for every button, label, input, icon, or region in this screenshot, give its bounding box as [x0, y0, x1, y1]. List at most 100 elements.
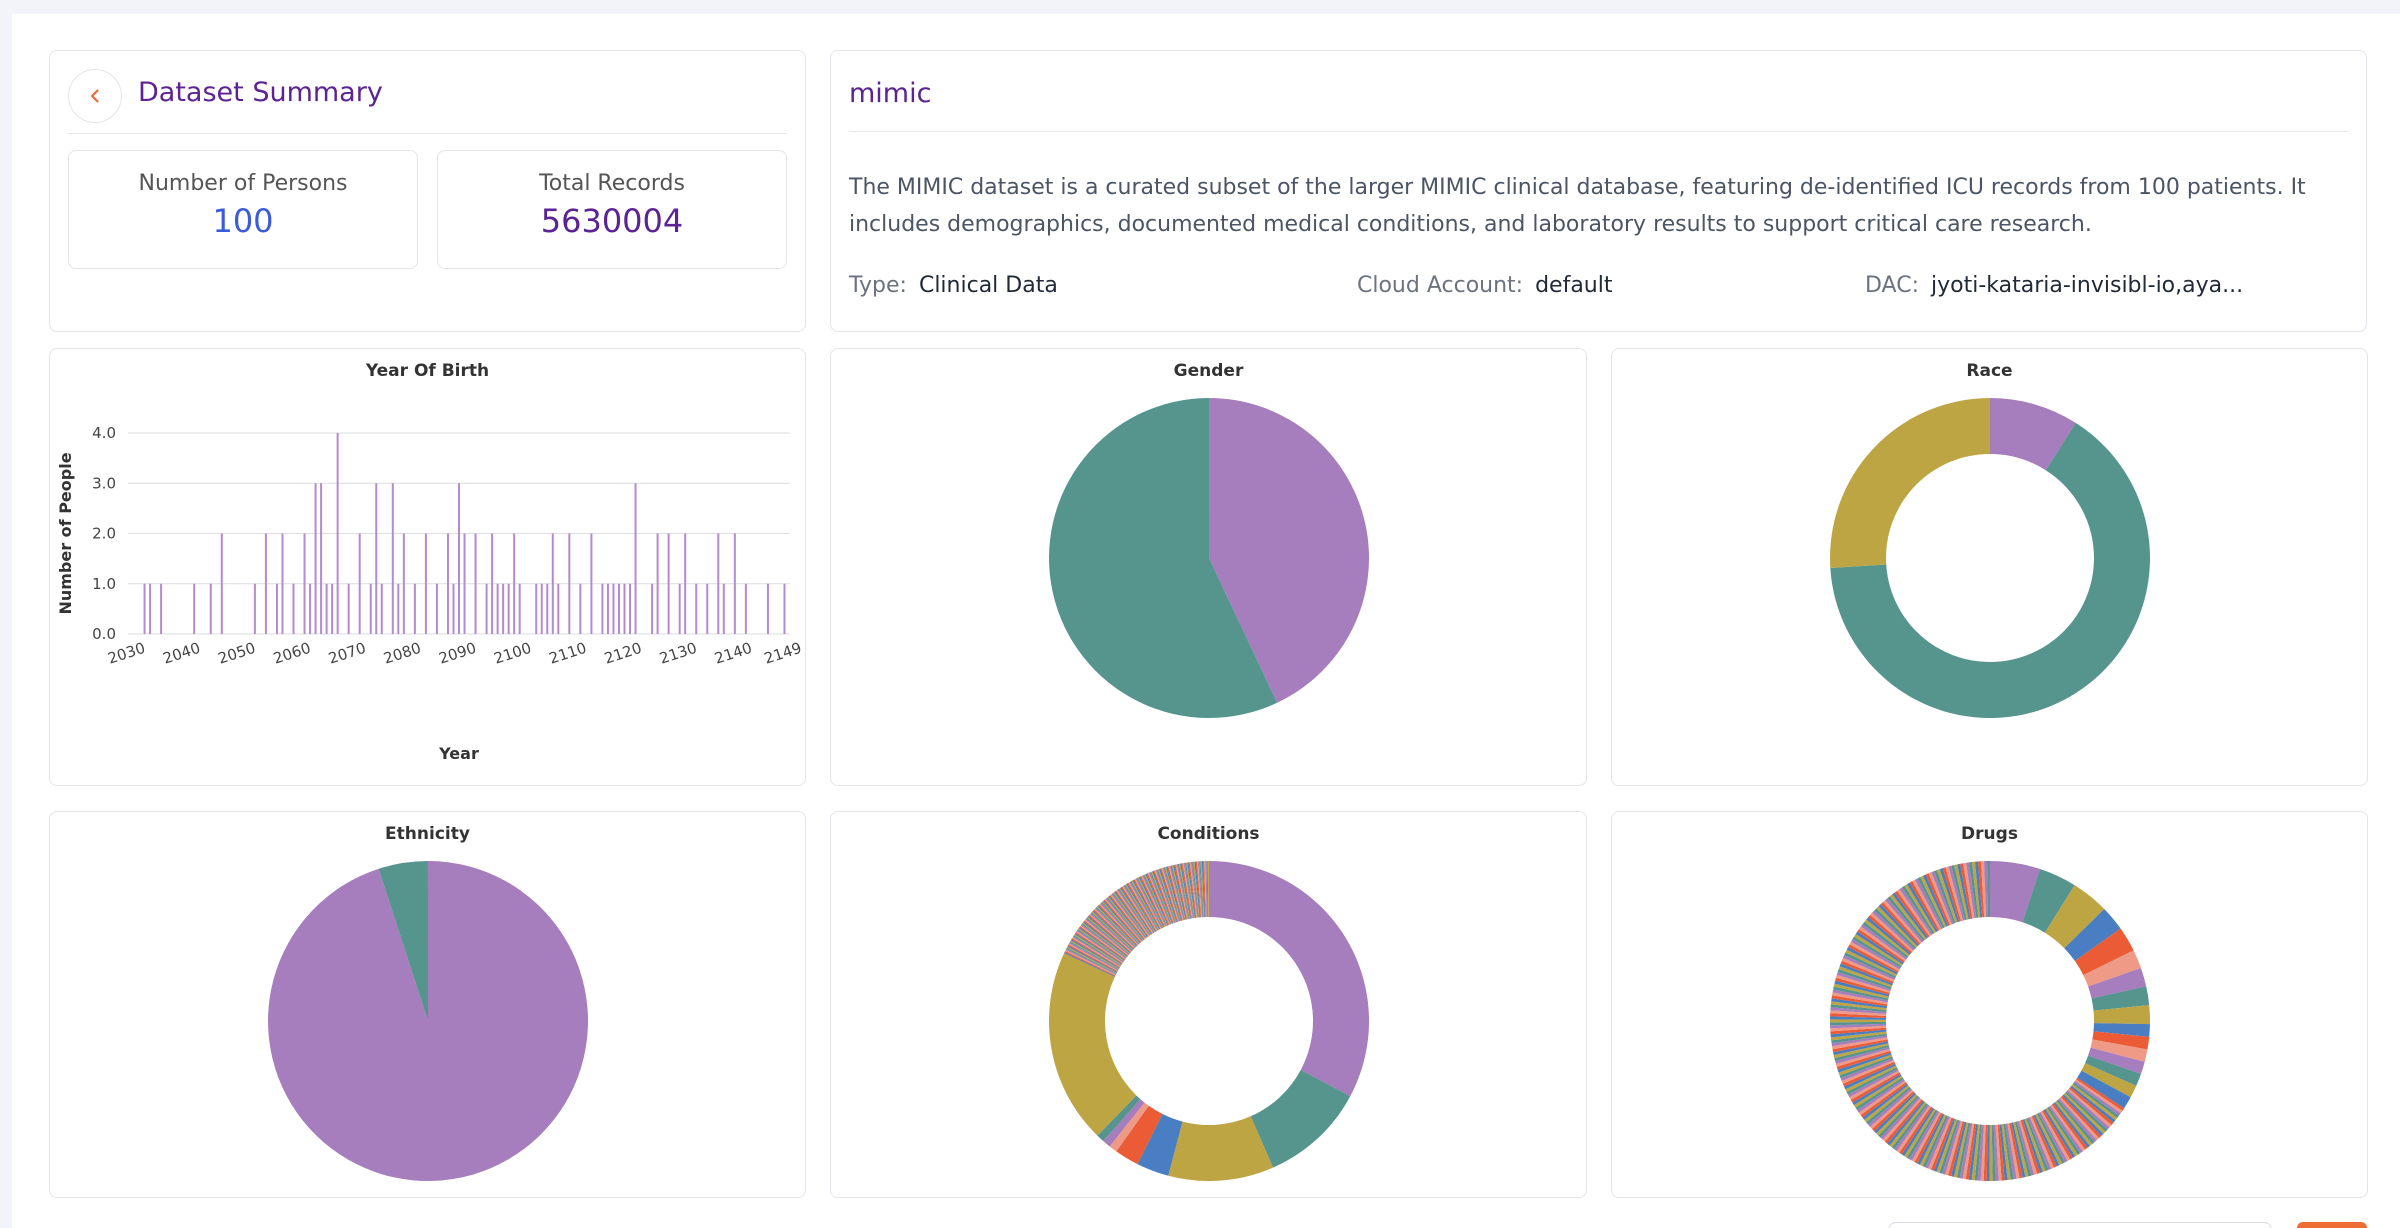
pie-slice: [1168, 1116, 1274, 1181]
pie-slice: [1850, 1072, 1901, 1103]
pie-slice: [1882, 900, 1922, 944]
pie-chart-svg: [268, 861, 588, 1181]
pie-slice: [1859, 926, 1907, 962]
pie-slice: [1116, 1105, 1163, 1165]
pie-slice: [1160, 868, 1179, 922]
pie-slice: [1143, 874, 1168, 927]
pie-slice: [2065, 1091, 2108, 1132]
pie-slice: [1206, 861, 1209, 918]
pie-slice: [1864, 1085, 1910, 1123]
pie-slice: [1854, 934, 1903, 967]
pie-slice: [1894, 890, 1930, 938]
pie-slice: [2053, 1102, 2090, 1148]
bar: [331, 583, 334, 634]
pie-slice: [1870, 912, 1914, 953]
bar: [253, 583, 256, 634]
pie-slice: [1123, 885, 1154, 934]
pie-slice: [2022, 1119, 2043, 1174]
pie-slice: [1118, 888, 1151, 936]
pie-slice: [2026, 1117, 2049, 1172]
pie-slice: [1072, 937, 1121, 968]
persons-stat-value: 100: [212, 202, 274, 240]
bar: [766, 583, 769, 634]
pie-slice: [1869, 1089, 1914, 1130]
pie-slice: [1852, 1073, 1902, 1106]
pie-slice: [1914, 1112, 1943, 1164]
dataset-cloud-account: Cloud Account: default: [1357, 273, 1613, 298]
bar: [413, 583, 416, 634]
bar: [623, 583, 626, 634]
pie-slice: [1889, 1101, 1927, 1148]
pie-slice: [1844, 952, 1897, 979]
pie-slice: [1089, 914, 1132, 953]
pie-slice: [1201, 861, 1206, 918]
bar-chart-svg: 0.0 1.0 2.0 3.0 4.0 2030 2040 2050 2060 2070 2080 2…: [56, 424, 804, 763]
pie-slice: [1990, 861, 2041, 923]
pie-slice: [1942, 1120, 1961, 1175]
pie-slice: [1936, 869, 1958, 923]
pie-slice: [2074, 928, 2134, 976]
pie-slice: [1991, 1124, 1996, 1181]
pie-slice: [1067, 944, 1118, 972]
bar: [551, 533, 554, 634]
pie-slice: [1839, 1056, 1893, 1079]
action-button[interactable]: [2297, 1222, 2367, 1228]
drugs-chart: Drugs: [1611, 811, 2368, 1198]
pie-slice: [1193, 861, 1200, 918]
pie-slice: [1187, 862, 1196, 918]
ethnicity-chart: Ethnicity: [49, 811, 806, 1198]
pie-slice: [2081, 1063, 2137, 1098]
pie-slice: [1894, 1104, 1930, 1151]
persons-stat: Number of Persons 100: [68, 150, 418, 269]
pie-slice: [1977, 861, 1985, 918]
pie-slice: [1857, 1078, 1905, 1113]
pie-slice: [1114, 891, 1148, 938]
records-stat-value: 5630004: [540, 202, 684, 240]
search-input[interactable]: [1888, 1222, 2272, 1228]
bar: [518, 583, 521, 634]
bar: [143, 583, 146, 634]
bar: [535, 583, 538, 634]
x-tick-label: 2040: [161, 639, 203, 668]
pie-slice: [1184, 862, 1195, 919]
bar: [485, 583, 488, 634]
pie-slice: [1171, 865, 1186, 920]
pie-slice: [1204, 861, 1207, 918]
pie-slice: [1159, 868, 1178, 923]
pie-slice: [1105, 898, 1143, 942]
x-tick-label: 2120: [602, 639, 644, 668]
pie-slice: [2047, 1106, 2081, 1155]
pie-slice: [2076, 1077, 2125, 1111]
pie-slice: [1974, 861, 1983, 918]
pie-slice: [1836, 971, 1891, 992]
pie-slice: [1891, 1103, 1928, 1150]
pie-slice: [1838, 966, 1893, 988]
pie-slice: [1997, 1124, 2005, 1181]
bar: [397, 583, 400, 634]
pie-slice: [1951, 865, 1967, 921]
pie-slice: [1071, 938, 1120, 968]
pie-slice: [1186, 862, 1195, 919]
pie-slice: [1182, 863, 1193, 919]
pie-slice: [1850, 939, 1901, 970]
pie-slice: [1904, 1108, 1936, 1158]
pie-slice: [1095, 907, 1137, 948]
pie-slice: [1130, 881, 1159, 931]
pie-slice: [1983, 1124, 1988, 1181]
bar: [292, 583, 295, 634]
pie-slice: [1864, 919, 1910, 957]
back-button[interactable]: [68, 69, 122, 123]
pie-slice: [1882, 1098, 1922, 1142]
pie-slice: [1091, 911, 1134, 951]
bar: [706, 583, 709, 634]
pie-slice: [1830, 1001, 1887, 1011]
pie-slice: [1931, 871, 1954, 925]
records-stat: Total Records 5630004: [437, 150, 787, 269]
pie-slice: [1833, 1041, 1889, 1056]
pie-slice: [1942, 867, 1962, 922]
pie-slice: [1830, 1023, 1887, 1029]
pie-slice: [1077, 929, 1124, 962]
pie-slice: [1839, 963, 1893, 986]
bar: [606, 583, 609, 634]
pie-slice: [2060, 1095, 2102, 1139]
